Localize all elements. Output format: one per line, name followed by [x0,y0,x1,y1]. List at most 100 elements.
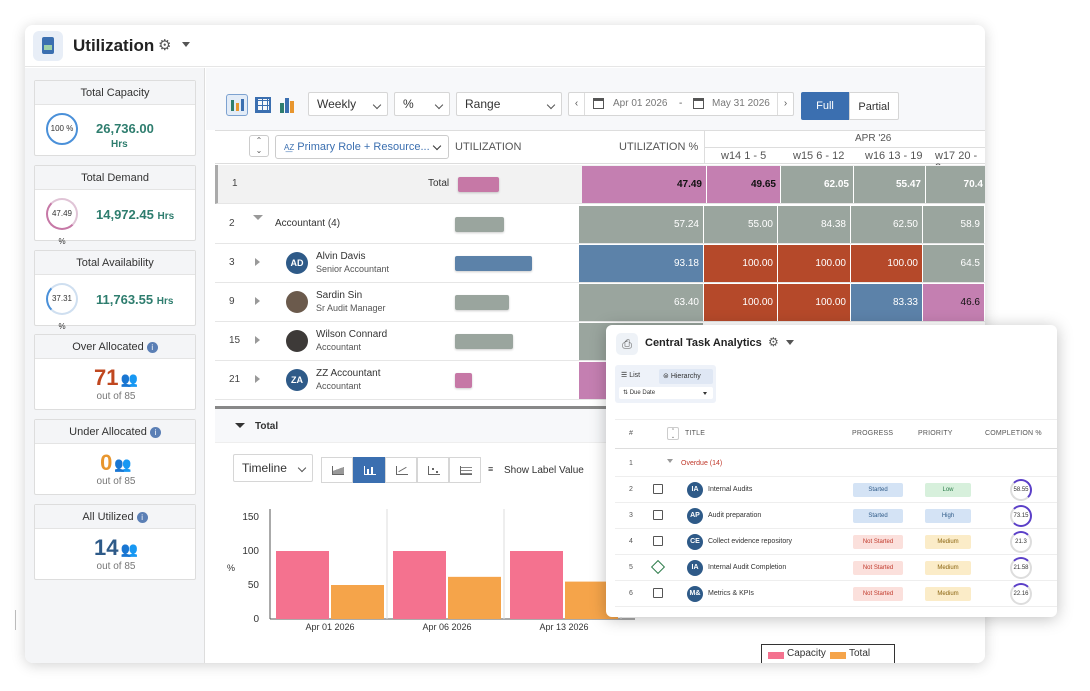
task-row[interactable]: 6 M& Metrics & KPIs Not Started Medium 2… [615,581,1057,607]
date-from[interactable]: Apr 01 2026 [613,98,668,109]
sort-icon[interactable]: ⌃ ⌄ [249,135,269,157]
expand-icon[interactable] [255,336,260,344]
calendar-icon [593,98,604,109]
chart-view-icon[interactable] [277,94,299,116]
info-icon: i [146,341,158,353]
section-title: Total [255,421,279,432]
collapse-icon[interactable] [235,423,245,428]
capacity-unit: Hrs [111,139,128,150]
gear-icon[interactable]: ⚙ [158,37,172,54]
x-tick-label: Apr 06 2026 [422,622,471,632]
table-row[interactable]: 9 Sardin Sin Sr Audit Manager 63.40 100.… [215,283,985,322]
utilization-bar [455,334,513,349]
utilization-bar [455,373,472,388]
period-select[interactable]: Weekly [308,92,388,116]
utilization-bar [455,295,509,310]
over-allocated-count: 71 👥 [94,365,138,390]
week-cell: 100.00 [704,245,778,282]
gear-icon[interactable]: ⚙ [768,335,779,349]
utilization-pct-cell: 47.49 [582,166,707,203]
all-utilized-card[interactable]: All Utilized i 14 👥 out of 85 [34,504,196,580]
chart-type-select[interactable]: Timeline [233,454,313,482]
col-utilization[interactable]: UTILIZATION [455,141,522,153]
sort-icon[interactable]: ⌃ ⌄ [667,427,679,440]
area-chart-icon[interactable] [321,457,353,483]
date-range-picker[interactable]: ‹ Apr 01 2026 - May 31 2026 › [568,92,794,116]
utilization-pct-cell: 57.24 [579,206,704,243]
people-icon: 👥 [120,540,138,557]
sort-select[interactable]: ⇅ Due Date [619,387,713,399]
calendar-icon [693,98,704,109]
completion-ring: 21.3 [1010,531,1032,553]
unit-select[interactable]: % [394,92,450,116]
under-allocated-card[interactable]: Under Allocated i 0 👥 out of 85 [34,419,196,495]
task-row[interactable]: 4 CE Collect evidence repository Not Sta… [615,529,1057,555]
demand-value: 14,972.45 Hrs [96,207,175,222]
bar-capacity [393,551,446,619]
table-chart-view-icon[interactable] [226,94,248,116]
week-cell: 100.00 [704,284,778,321]
bar-total [331,585,384,619]
task-group-row[interactable]: 1 Overdue (14) [615,451,1057,477]
completion-ring: 21.58 [1010,557,1032,579]
avatar: CE [687,534,703,550]
out-of-label: out of 85 [96,476,136,487]
y-tick-label: 100 [242,546,259,557]
task-row[interactable]: 5 IA Internal Audit Completion Not Start… [615,555,1057,581]
out-of-label: out of 85 [96,391,136,402]
full-button[interactable]: Full [801,92,849,120]
expand-icon[interactable] [253,215,263,220]
next-arrow-icon[interactable]: › [777,93,793,115]
week-cell: 55.00 [704,206,778,243]
chevron-down-icon[interactable] [182,42,190,47]
line-chart-icon[interactable] [385,457,417,483]
table-row[interactable]: 3 AD Alvin Davis Senior Accountant 93.18… [215,244,985,283]
chevron-down-icon[interactable] [786,340,794,345]
tab-hierarchy[interactable]: ⊜ Hierarchy [659,369,713,384]
week-cell: 49.65 [707,166,781,203]
expand-icon[interactable] [255,258,260,266]
task-title: Metrics & KPIs [708,590,754,597]
completion-ring: 73.15 [1010,505,1032,527]
expand-icon[interactable] [255,297,260,305]
progress-badge: Not Started [853,535,903,549]
card-title: Total Availability [35,251,195,275]
scatter-chart-icon[interactable] [417,457,449,483]
task-row[interactable]: 2 IA Internal Audits Started Low 58.55 [615,477,1057,503]
priority-badge: High [925,509,971,523]
card-title: Under Allocated i [35,420,195,444]
priority-badge: Medium [925,587,971,601]
y-tick-label: 50 [248,580,260,591]
bar-chart-icon[interactable] [353,457,385,483]
total-capacity-card: Total Capacity 100 % 26,736.00 Hrs [34,80,196,156]
date-to[interactable]: May 31 2026 [712,98,770,109]
table-row[interactable]: 2 Accountant (4) 57.24 55.00 84.38 62.50… [215,205,985,244]
task-row[interactable]: 3 AP Audit preparation Started High 73.1… [615,503,1057,529]
prev-arrow-icon[interactable]: ‹ [569,93,585,115]
task-title: Internal Audit Completion [708,564,787,571]
table-view-icon[interactable] [252,94,274,116]
partial-button[interactable]: Partial [849,92,899,120]
col-progress: PROGRESS [852,430,894,437]
task-grid-icon [653,510,663,520]
tab-list[interactable]: ☰ List [621,372,641,379]
range-select[interactable]: Range [456,92,562,116]
resource-name: Wilson Connard [316,329,388,340]
table-row[interactable]: 1 Total 47.49 49.65 62.05 55.47 70.4 [215,165,985,204]
total-bar-chart: % 0 50 100 150 Apr 01 2026 Apr 06 2026 Apr 13 2… [227,509,635,632]
col-title: TITLE [685,430,706,437]
group-by-select[interactable]: A͟Z Primary Role + Resource... [275,135,449,159]
expand-icon[interactable] [255,375,260,383]
total-availability-card: Total Availability 37.31 % 11,763.55 Hrs [34,250,196,331]
over-allocated-card[interactable]: Over Allocated i 71 👥 out of 85 [34,334,196,410]
all-utilized-count: 14 👥 [94,535,138,560]
task-title: Collect evidence repository [708,538,793,545]
progress-badge: Not Started [853,587,903,601]
summary-sidebar: Total Capacity 100 % 26,736.00 Hrs Total… [25,68,205,663]
y-tick-label: 150 [242,512,259,523]
expand-icon[interactable] [667,459,673,463]
people-icon: 👥 [114,455,132,472]
edge-mark [11,610,16,630]
col-utilization-pct[interactable]: UTILIZATION % [619,141,699,153]
stacked-chart-icon[interactable] [449,457,481,483]
